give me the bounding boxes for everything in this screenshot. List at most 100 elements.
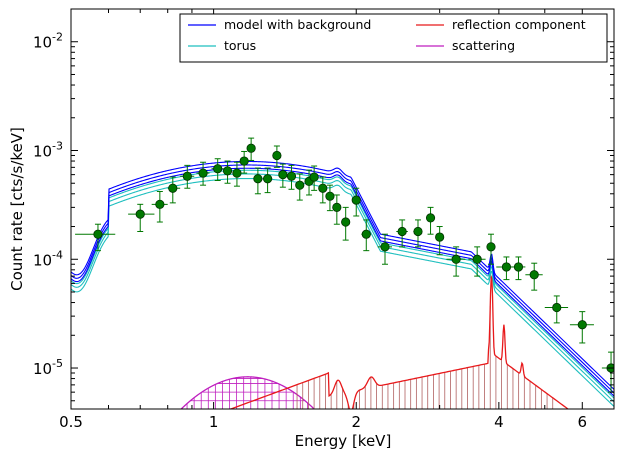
- data-marker: [135, 209, 145, 219]
- data-marker: [93, 229, 103, 239]
- data-point: [446, 246, 466, 277]
- data-point: [377, 233, 393, 265]
- x-axis-title: Energy [keV]: [295, 432, 392, 450]
- data-point: [295, 173, 305, 201]
- data-point: [253, 167, 263, 195]
- legend: model with background torus reflection com…: [179, 13, 608, 63]
- legend-entry-torus: torus: [188, 38, 256, 53]
- scattering-hatch: [186, 376, 308, 409]
- data-point: [167, 176, 181, 204]
- reflection-hatch: [296, 305, 554, 409]
- data-marker: [351, 195, 361, 205]
- data-point: [318, 176, 328, 204]
- data-marker: [318, 183, 328, 193]
- data-marker: [577, 320, 587, 330]
- data-marker: [325, 191, 335, 201]
- data-point: [341, 206, 351, 241]
- data-marker: [263, 174, 273, 184]
- data-point: [211, 158, 224, 181]
- data-point: [262, 167, 273, 194]
- data-marker: [380, 242, 390, 252]
- data-point: [569, 311, 594, 344]
- torus-curve: [71, 169, 614, 399]
- data-point: [286, 164, 297, 190]
- data-point: [232, 161, 242, 187]
- data-marker: [213, 164, 223, 174]
- legend-entry-model: model with background: [188, 17, 371, 32]
- legend-label: torus: [224, 38, 256, 53]
- legend-label: model with background: [224, 17, 371, 32]
- torus-curve: [71, 173, 614, 403]
- data-marker: [286, 171, 297, 181]
- data-marker: [198, 168, 208, 178]
- x-tick-label: 4: [494, 413, 504, 431]
- data-marker: [397, 226, 407, 237]
- data-marker: [332, 202, 342, 212]
- data-marker: [155, 199, 165, 209]
- scattering-curve: [180, 376, 316, 409]
- data-point: [413, 219, 423, 248]
- data-point: [239, 150, 249, 174]
- data-marker: [361, 229, 371, 239]
- legend-label: reflection component: [452, 17, 586, 32]
- data-point: [425, 206, 436, 235]
- data-marker: [182, 171, 192, 181]
- legend-label: scattering: [452, 38, 515, 53]
- data-point: [351, 187, 361, 217]
- legend-entry-reflection: reflection component: [416, 17, 586, 32]
- data-marker: [425, 213, 436, 223]
- data-marker: [451, 254, 461, 264]
- data-point: [361, 219, 372, 252]
- data-marker: [239, 156, 249, 166]
- plot-content: [71, 137, 614, 409]
- data-marker: [309, 172, 319, 182]
- model-curve: [71, 164, 614, 394]
- data-marker: [246, 143, 256, 153]
- y-tick-label: 10-4: [33, 248, 63, 269]
- x-tick-label: 2: [351, 413, 361, 431]
- data-point: [75, 223, 116, 252]
- data-marker: [253, 174, 263, 184]
- data-marker: [222, 166, 233, 176]
- data-point: [511, 256, 526, 281]
- data-point: [222, 160, 233, 184]
- data-marker: [413, 226, 423, 237]
- data-marker: [472, 254, 482, 264]
- data-marker: [529, 270, 539, 280]
- torus-curve: [71, 178, 614, 407]
- model-curve: [71, 160, 614, 390]
- legend-entry-scattering: scattering: [416, 38, 515, 53]
- data-point: [180, 164, 195, 189]
- plot-background: [71, 9, 614, 409]
- data-point: [278, 163, 288, 188]
- data-marker: [552, 302, 562, 313]
- y-tick-label: 10-3: [33, 140, 63, 161]
- x-tick-label: 0.5: [59, 413, 83, 431]
- data-point: [435, 226, 445, 256]
- plot-frame: [70, 8, 615, 410]
- data-marker: [486, 242, 496, 252]
- data-point: [246, 137, 256, 161]
- y-tick-label: 10-2: [33, 31, 63, 52]
- data-point: [128, 203, 155, 232]
- data-point: [525, 262, 543, 291]
- axes: 0.5 1 2 4 6 10-5 10-4 10-3 10-2: [33, 8, 615, 431]
- data-marker: [272, 150, 282, 161]
- data-point: [486, 233, 496, 265]
- y-axis-title: Count rate [cts/s/keV]: [8, 127, 26, 291]
- data-point: [272, 145, 282, 168]
- data-point: [332, 194, 342, 225]
- y-tick-label: 10-5: [33, 357, 63, 378]
- data-point: [151, 190, 168, 223]
- data-point: [196, 161, 210, 186]
- data-point: [309, 165, 319, 191]
- data-marker: [295, 180, 305, 190]
- reflection-curve: [228, 274, 570, 409]
- x-tick-label: 6: [578, 413, 588, 431]
- data-point: [544, 295, 569, 324]
- data-point: [325, 184, 335, 212]
- data-point: [396, 219, 408, 248]
- data-marker: [513, 262, 524, 272]
